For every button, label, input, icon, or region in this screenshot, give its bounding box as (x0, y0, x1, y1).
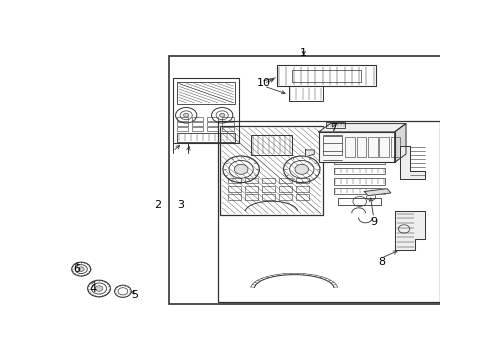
Bar (390, 138, 400, 157)
Bar (176, 133, 235, 141)
Bar (356, 138, 366, 157)
Bar (173, 78, 239, 143)
Bar (333, 158, 385, 164)
Polygon shape (305, 150, 314, 157)
Bar (206, 127, 218, 131)
Bar (169, 56, 441, 304)
Text: 2: 2 (154, 201, 161, 210)
Bar (176, 82, 235, 104)
Bar (333, 188, 385, 194)
Bar (326, 122, 345, 128)
Bar (333, 156, 339, 159)
Bar (292, 69, 360, 82)
Text: 9: 9 (369, 217, 377, 227)
Polygon shape (364, 189, 390, 195)
Bar (347, 145, 352, 149)
Bar (279, 177, 292, 183)
Circle shape (219, 113, 224, 117)
Bar (347, 135, 352, 139)
Bar (191, 127, 203, 131)
Bar (340, 156, 346, 159)
Bar (367, 138, 377, 157)
Circle shape (234, 164, 247, 174)
Text: 7: 7 (330, 123, 337, 133)
Bar (262, 186, 275, 192)
Bar (191, 117, 203, 121)
Bar (333, 148, 385, 154)
Circle shape (95, 286, 102, 291)
Bar (322, 136, 341, 156)
Bar (337, 198, 381, 205)
Text: 6: 6 (73, 264, 80, 274)
Text: 4: 4 (90, 284, 97, 293)
Bar (222, 117, 233, 121)
Bar (333, 135, 339, 139)
Bar (176, 127, 188, 131)
Bar (333, 127, 385, 133)
Bar (333, 179, 385, 185)
Bar (277, 66, 375, 86)
Bar (333, 168, 385, 174)
Bar (262, 194, 275, 200)
Bar (222, 127, 233, 131)
Text: 8: 8 (377, 257, 384, 267)
Circle shape (78, 267, 84, 271)
Text: 3: 3 (177, 201, 183, 210)
Text: 10: 10 (256, 78, 270, 89)
Circle shape (183, 113, 188, 117)
Bar (250, 135, 292, 156)
Bar (206, 122, 218, 126)
Bar (333, 138, 385, 144)
Bar (296, 177, 309, 183)
Bar (279, 186, 292, 192)
Bar (296, 186, 309, 192)
Bar (176, 122, 188, 126)
Bar (379, 138, 388, 157)
Polygon shape (400, 146, 424, 179)
Bar (345, 138, 354, 157)
Circle shape (294, 164, 308, 174)
Bar (227, 186, 241, 192)
Bar (218, 121, 439, 302)
Bar (191, 122, 203, 126)
Text: 5: 5 (131, 291, 138, 301)
Bar (176, 117, 188, 121)
Polygon shape (394, 123, 405, 162)
Bar (318, 132, 394, 162)
Text: 1: 1 (300, 48, 306, 58)
Polygon shape (318, 123, 405, 132)
Bar (288, 86, 322, 102)
Polygon shape (394, 211, 424, 250)
Bar (227, 177, 241, 183)
Bar (279, 194, 292, 200)
Bar (227, 194, 241, 200)
Bar (222, 122, 233, 126)
Bar (347, 156, 352, 159)
Bar (244, 177, 258, 183)
Bar (296, 194, 309, 200)
Bar (244, 194, 258, 200)
Bar (262, 177, 275, 183)
Bar (333, 145, 339, 149)
Bar (220, 126, 322, 215)
Bar (340, 145, 346, 149)
Bar (206, 117, 218, 121)
Bar (244, 186, 258, 192)
Bar (340, 135, 346, 139)
